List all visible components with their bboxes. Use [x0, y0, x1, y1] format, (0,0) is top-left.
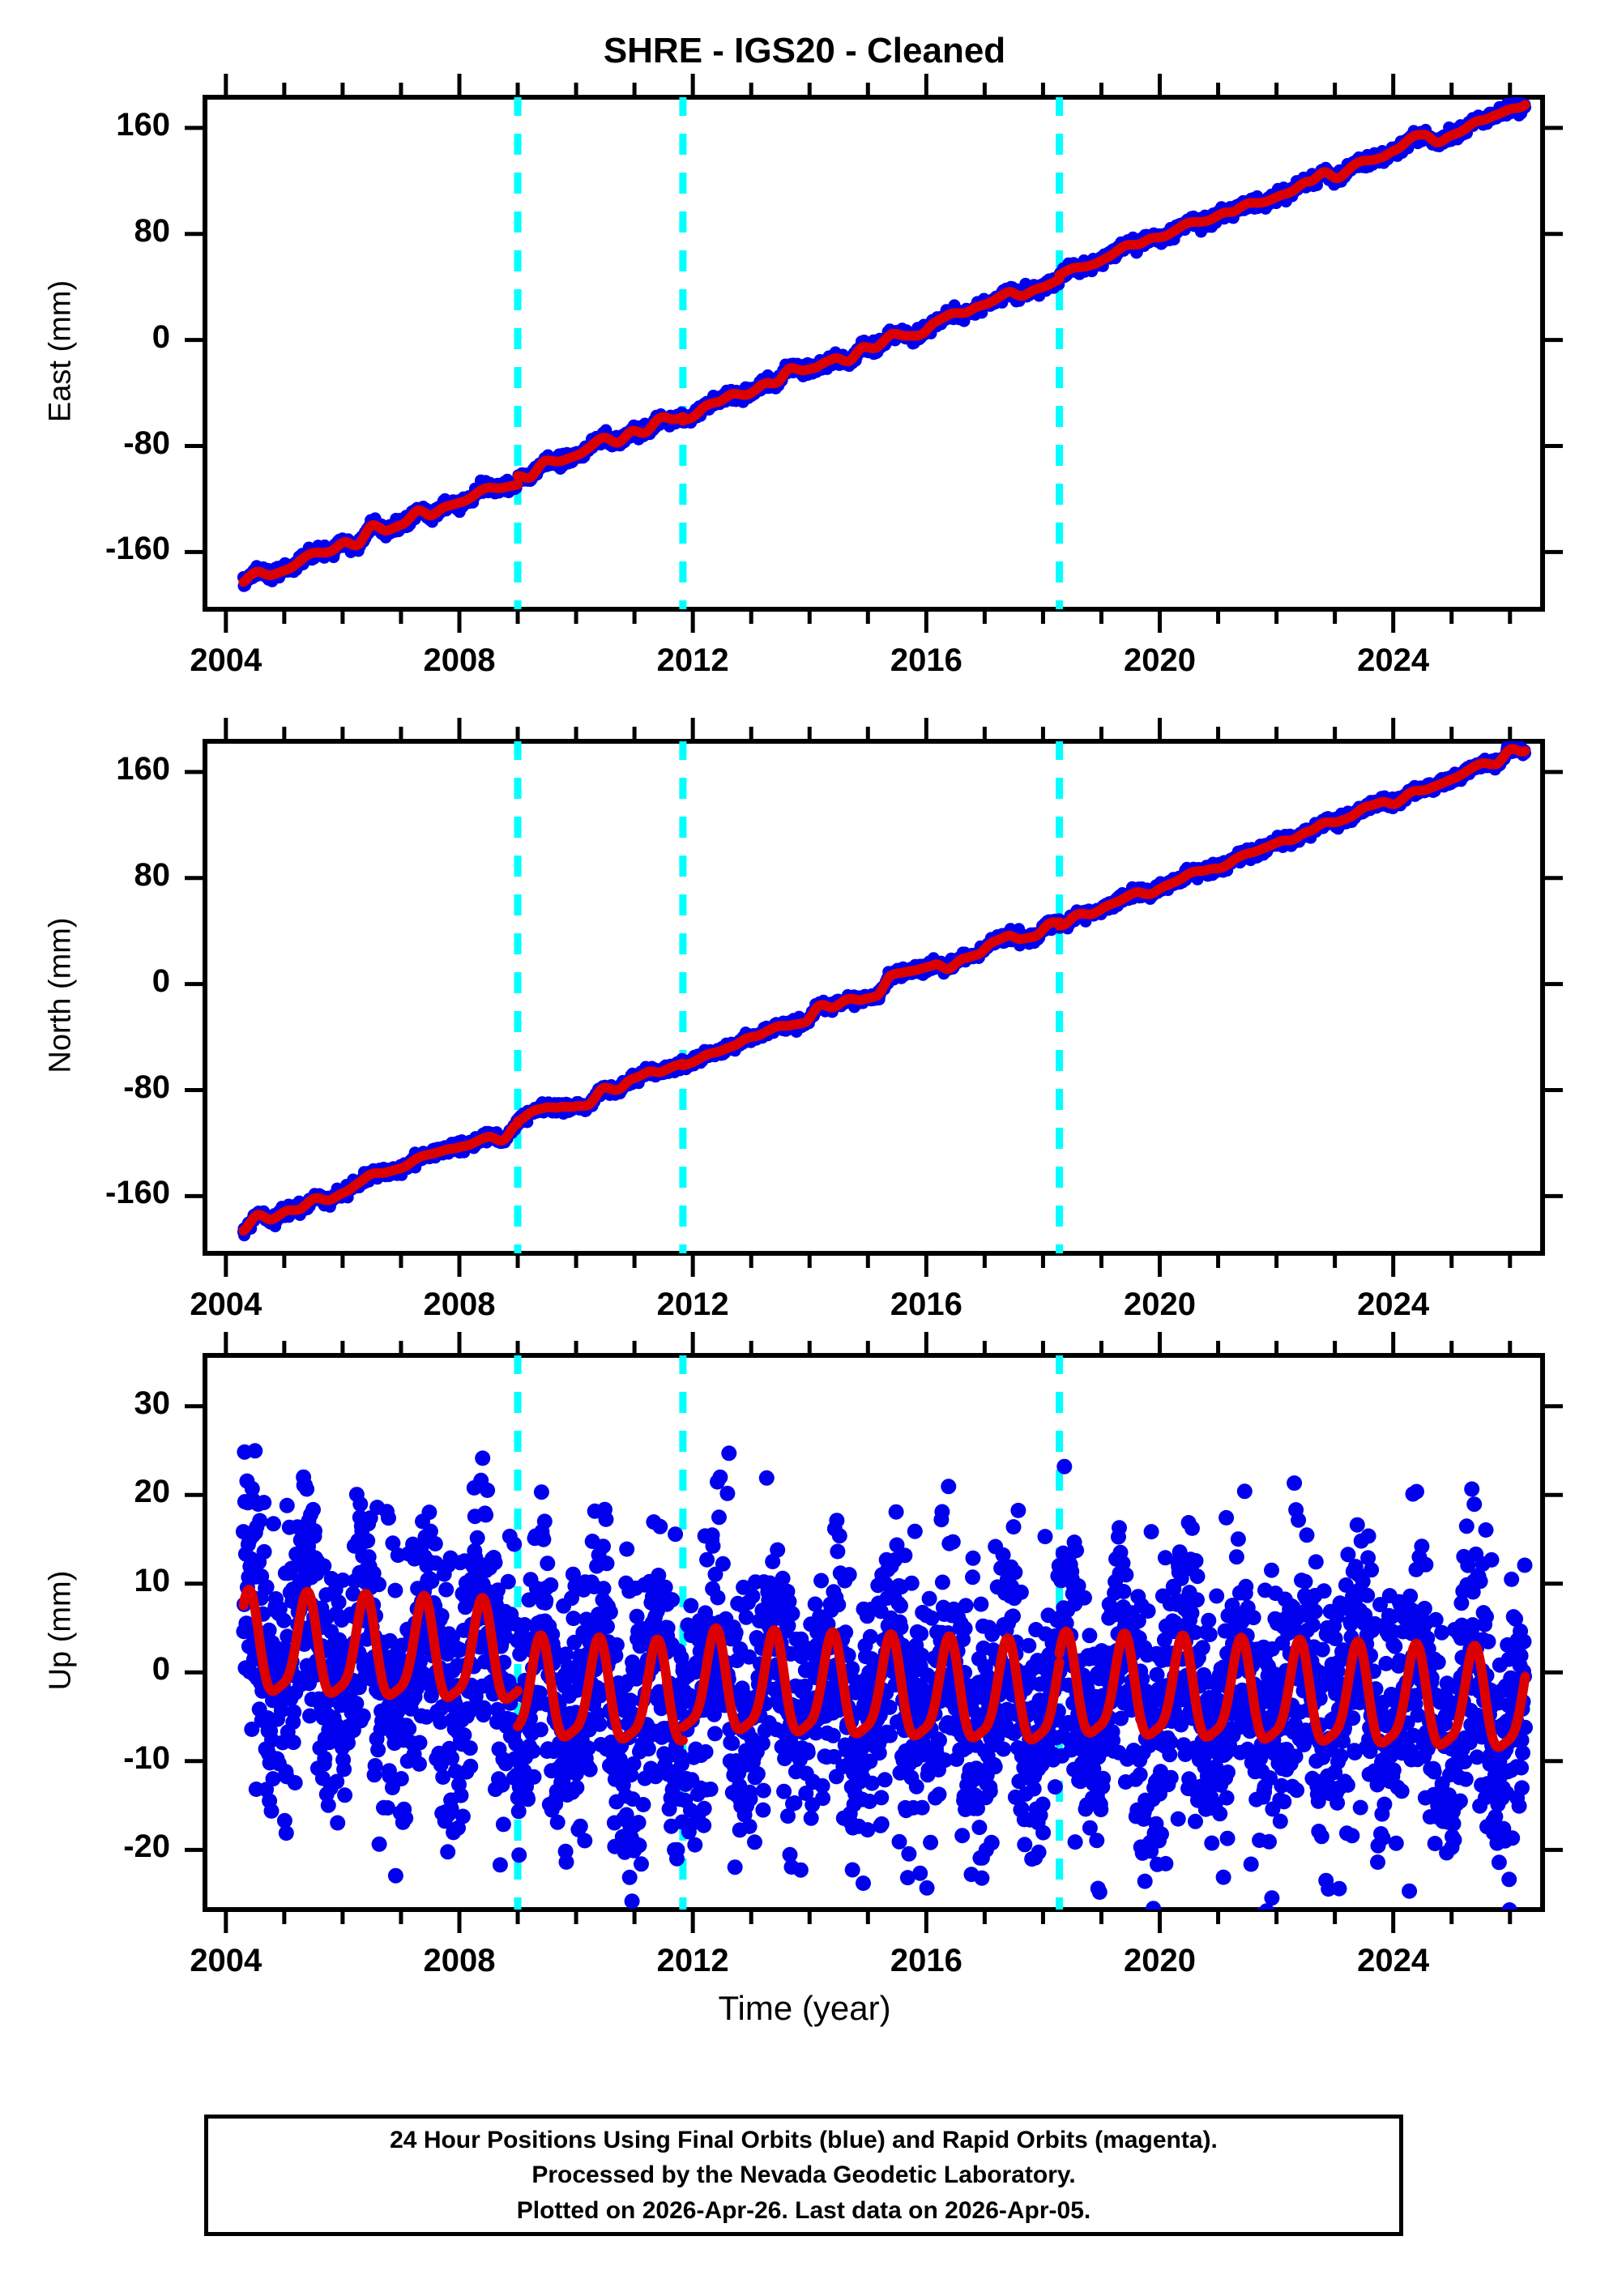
x-tick-label-up: 2024	[1321, 1943, 1466, 1979]
y-tick-label-north: -160	[8, 1175, 170, 1211]
y-tick-label-up: -10	[8, 1740, 170, 1777]
x-axis-label: Time (year)	[0, 1989, 1609, 2028]
x-tick-label-north: 2004	[153, 1287, 299, 1323]
x-tick-label-east: 2016	[853, 642, 999, 679]
x-tick-label-north: 2012	[620, 1287, 766, 1323]
x-tick-label-north: 2016	[853, 1287, 999, 1323]
x-tick-label-up: 2012	[620, 1943, 766, 1979]
y-tick-label-east: 80	[8, 213, 170, 250]
footer-line-1: 24 Hour Positions Using Final Orbits (bl…	[390, 2123, 1218, 2158]
y-tick-label-up: 0	[8, 1651, 170, 1688]
x-tick-label-north: 2020	[1087, 1287, 1233, 1323]
x-tick-label-east: 2024	[1321, 642, 1466, 679]
y-tick-label-east: 0	[8, 319, 170, 356]
x-tick-label-east: 2004	[153, 642, 299, 679]
footer-line-2: Processed by the Nevada Geodetic Laborat…	[531, 2157, 1075, 2193]
y-tick-label-north: 0	[8, 963, 170, 1000]
x-tick-label-up: 2016	[853, 1943, 999, 1979]
x-tick-label-east: 2008	[386, 642, 532, 679]
y-tick-label-north: 80	[8, 857, 170, 894]
y-tick-label-up: 20	[8, 1474, 170, 1510]
x-tick-label-east: 2020	[1087, 642, 1233, 679]
y-tick-label-north: 160	[8, 751, 170, 787]
y-tick-label-up: 30	[8, 1385, 170, 1422]
x-tick-label-up: 2004	[153, 1943, 299, 1979]
footer-line-3: Plotted on 2026-Apr-26. Last data on 202…	[517, 2193, 1091, 2229]
x-tick-label-up: 2008	[386, 1943, 532, 1979]
y-tick-label-up: 10	[8, 1563, 170, 1599]
y-tick-label-north: -80	[8, 1069, 170, 1106]
footer-note-box: 24 Hour Positions Using Final Orbits (bl…	[204, 2115, 1403, 2236]
y-tick-label-east: -80	[8, 425, 170, 462]
x-tick-label-east: 2012	[620, 642, 766, 679]
y-tick-label-up: -20	[8, 1829, 170, 1865]
y-axis-label-up: Up (mm)	[44, 1351, 79, 1910]
y-tick-label-east: -160	[8, 531, 170, 567]
x-tick-label-up: 2020	[1087, 1943, 1233, 1979]
y-tick-label-east: 160	[8, 107, 170, 143]
x-tick-label-north: 2008	[386, 1287, 532, 1323]
x-tick-label-north: 2024	[1321, 1287, 1466, 1323]
